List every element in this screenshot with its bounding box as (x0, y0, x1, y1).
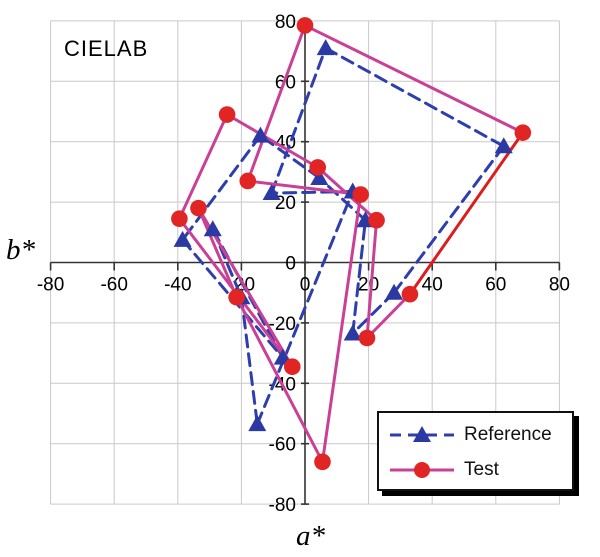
legend-item-test: Test (388, 457, 499, 483)
test-series-line (177, 113, 229, 221)
test-data-point-marker (401, 285, 419, 303)
test-series-line (365, 218, 379, 340)
test-data-point-marker (239, 172, 257, 190)
x-tick-label: 20 (358, 275, 379, 296)
reference-series-line (392, 144, 506, 295)
x-tick-label: 0 (300, 275, 311, 296)
reference-data-point-marker (248, 415, 267, 432)
test-data-point-marker (368, 211, 385, 229)
test-data-point-marker (190, 199, 207, 217)
reference-series-line (258, 134, 321, 180)
y-tick-label: -60 (269, 435, 296, 456)
x-tick-label: -40 (164, 275, 191, 296)
reference-data-point-marker (262, 184, 281, 201)
reference-series-line (270, 46, 328, 195)
reference-data-point-marker (343, 324, 362, 341)
test-data-point-marker (514, 124, 532, 141)
test-data-point-marker (218, 106, 236, 123)
legend: Reference Test (377, 411, 574, 491)
x-tick-label: -60 (100, 275, 127, 296)
chart-title: CIELAB (64, 36, 149, 61)
test-data-point-marker (296, 17, 314, 34)
reference-series-line (351, 218, 367, 335)
reference-data-point-marker (494, 137, 513, 154)
legend-item-reference: Reference (388, 422, 552, 448)
test-data-point-marker (309, 159, 327, 176)
reference-data-point-marker (310, 168, 329, 185)
test-data-point-marker (228, 288, 245, 306)
x-tick-label: 80 (549, 275, 570, 296)
test-data-point-marker (283, 358, 301, 375)
reference-data-point-marker (316, 39, 335, 56)
reference-series-line (181, 134, 262, 242)
reference-series-line (255, 190, 355, 426)
test-series-line (408, 131, 525, 296)
test-data-point-marker (171, 210, 188, 228)
test-data-point-marker (358, 329, 376, 347)
test-series-line (246, 179, 363, 197)
test-series-line (235, 295, 324, 464)
test-line-sample-icon (388, 458, 456, 482)
legend-test-label: Test (464, 459, 499, 480)
y-tick-label: 80 (275, 12, 296, 33)
test-data-point-marker (314, 453, 331, 471)
y-axis-label: b* (6, 234, 35, 266)
test-series-line (320, 193, 363, 464)
x-tick-label: 60 (485, 275, 506, 296)
test-data-point-marker (352, 186, 369, 203)
test-series-line (225, 113, 320, 169)
y-tick-label: -80 (269, 495, 296, 516)
reference-data-point-marker (251, 126, 270, 143)
reference-data-point-marker (203, 220, 222, 237)
y-tick-label: 0 (285, 254, 296, 275)
x-tick-label: -80 (37, 275, 64, 296)
legend-reference-label: Reference (464, 424, 552, 445)
reference-data-point-marker (173, 230, 192, 247)
x-axis-label: a* (296, 520, 325, 552)
test-series-line (246, 23, 307, 183)
test-series-line (365, 292, 412, 340)
reference-series-line (270, 190, 355, 195)
reference-series-line (239, 295, 259, 426)
reference-series-line (324, 46, 506, 148)
y-tick-label: -20 (269, 314, 296, 335)
reference-data-point-marker (385, 283, 404, 300)
y-tick-label: 20 (275, 193, 296, 214)
x-tick-label: 40 (422, 275, 443, 296)
test-series-line (196, 206, 239, 299)
test-series-line (303, 23, 525, 135)
reference-line-sample-icon (388, 423, 456, 447)
